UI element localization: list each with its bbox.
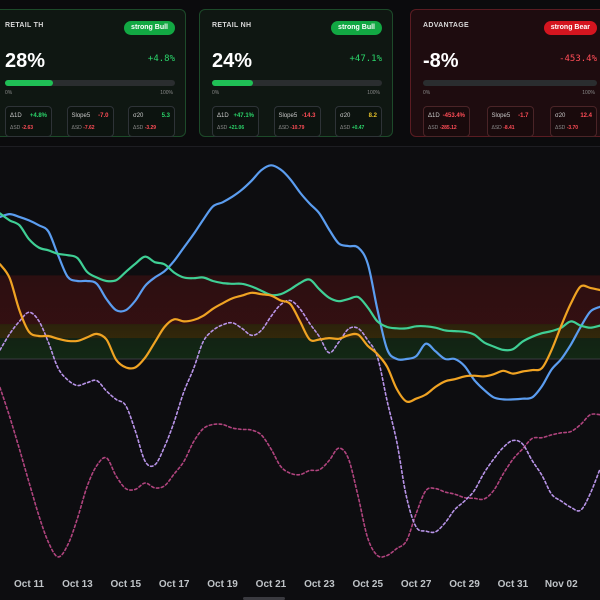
progress-bar — [5, 80, 175, 86]
series-line-2 — [0, 212, 600, 352]
scale-min: 0% — [5, 90, 13, 96]
stat-value: +4.8% — [29, 113, 47, 119]
series-line-1 — [0, 164, 600, 401]
x-tick-label: Oct 21 — [256, 579, 287, 590]
progress-bar — [423, 80, 597, 86]
stat-value: -453.4% — [442, 113, 465, 119]
scale-min: 0% — [423, 90, 431, 96]
stat-sd: ΔSD -10.79 — [278, 125, 305, 131]
stat-box: σ20 5.3 ΔSD -3.29 — [128, 106, 175, 137]
stat-sd: ΔSD -3.70 — [555, 125, 579, 131]
stat-sd: ΔSD +21.06 — [217, 125, 245, 131]
stat-key: Δ1D — [10, 113, 22, 119]
stat-box: Δ1D -453.4% ΔSD -285.12 — [423, 106, 470, 137]
stat-value: 5.3 — [161, 113, 170, 119]
stat-value: 8.2 — [368, 113, 377, 119]
series-line-4 — [0, 299, 600, 534]
card-delta: -453.4% — [559, 54, 597, 64]
stat-box: Slope5 -7.0 ΔSD -7.62 — [66, 106, 114, 137]
stat-sd: ΔSD -8.41 — [491, 125, 515, 131]
threshold-band — [0, 324, 600, 339]
threshold-band — [0, 338, 600, 359]
progress-fill — [212, 80, 253, 86]
x-tick-label: Oct 31 — [498, 579, 529, 590]
stat-sd: ΔSD -285.12 — [428, 125, 457, 131]
x-tick-label: Oct 25 — [352, 579, 383, 590]
stat-value: -1.7 — [518, 113, 529, 119]
divider — [0, 146, 600, 147]
stat-sd: ΔSD -2.63 — [10, 125, 34, 131]
stat-key: Slope5 — [491, 113, 511, 119]
x-tick-label: Oct 19 — [207, 579, 238, 590]
stat-key: Δ1D — [428, 113, 440, 119]
x-tick-label: Oct 15 — [111, 579, 142, 590]
card-title: ADVANTAGE — [423, 22, 469, 29]
x-tick-label: Oct 17 — [159, 579, 190, 590]
stat-key: Slope5 — [71, 113, 91, 119]
stat-key: Δ1D — [217, 113, 229, 119]
multi-line-chart: Oct 11 Oct 13 Oct 15 Oct 17 Oct 19 Oct 21 Oct … — [0, 164, 600, 600]
stat-key: Slope5 — [278, 113, 298, 119]
stat-box: Δ1D +4.8% ΔSD -2.63 — [5, 106, 52, 137]
stat-key: σ20 — [340, 113, 351, 119]
card-retail-nh[interactable]: RETAIL NH strong Bull 24% +47.1% 0% 100% Δ1D … — [199, 9, 393, 137]
scale-max: 100% — [582, 90, 595, 96]
card-delta: +4.8% — [147, 54, 175, 64]
x-tick-label: Oct 29 — [449, 579, 480, 590]
series-line-3 — [0, 263, 600, 404]
stat-value: 12.4 — [580, 113, 592, 119]
stat-sd: ΔSD -7.62 — [71, 125, 95, 131]
stat-sd: ΔSD +0.47 — [340, 125, 365, 131]
x-tick-label: Oct 23 — [304, 579, 335, 590]
stat-value: -7.0 — [98, 113, 109, 119]
card-advantage[interactable]: ADVANTAGE strong Bear -8% -453.4% 0% 100% Δ1D… — [410, 9, 600, 137]
stat-box: σ20 12.4 ΔSD -3.70 — [550, 106, 597, 137]
x-tick-label: Oct 27 — [401, 579, 432, 590]
stat-box: Δ1D +47.1% ΔSD +21.06 — [212, 106, 259, 137]
stat-key: σ20 — [555, 113, 566, 119]
card-retail-th[interactable]: RETAIL TH strong Bull 28% +4.8% 0% 100% Δ1D +… — [0, 9, 186, 137]
signal-badge: strong Bull — [331, 21, 382, 35]
x-tick-label: Oct 11 — [14, 579, 44, 590]
x-tick-label: Oct 13 — [62, 579, 93, 590]
scroll-indicator — [243, 597, 285, 600]
card-delta: +47.1% — [349, 54, 382, 64]
scale-min: 0% — [212, 90, 220, 96]
card-value: 28% — [5, 50, 46, 72]
progress-bar — [212, 80, 382, 86]
card-value: 24% — [212, 50, 253, 72]
card-title: RETAIL NH — [212, 22, 252, 29]
stat-box: Slope5 -14.3 ΔSD -10.79 — [273, 106, 321, 137]
stat-value: -14.3 — [301, 113, 316, 119]
stat-value: +47.1% — [233, 113, 254, 119]
scale-max: 100% — [367, 90, 380, 96]
x-tick-label: Nov 02 — [545, 579, 578, 590]
progress-fill — [5, 80, 53, 86]
stat-box: σ20 8.2 ΔSD +0.47 — [335, 106, 382, 137]
stat-sd: ΔSD -3.29 — [133, 125, 157, 131]
signal-badge: strong Bear — [543, 21, 597, 35]
scale-max: 100% — [160, 90, 173, 96]
stat-box: Slope5 -1.7 ΔSD -8.41 — [486, 106, 534, 137]
card-value: -8% — [423, 50, 459, 72]
card-title: RETAIL TH — [5, 22, 44, 29]
signal-badge: strong Bull — [124, 21, 175, 35]
series-line-5 — [0, 386, 600, 558]
stat-key: σ20 — [133, 113, 144, 119]
